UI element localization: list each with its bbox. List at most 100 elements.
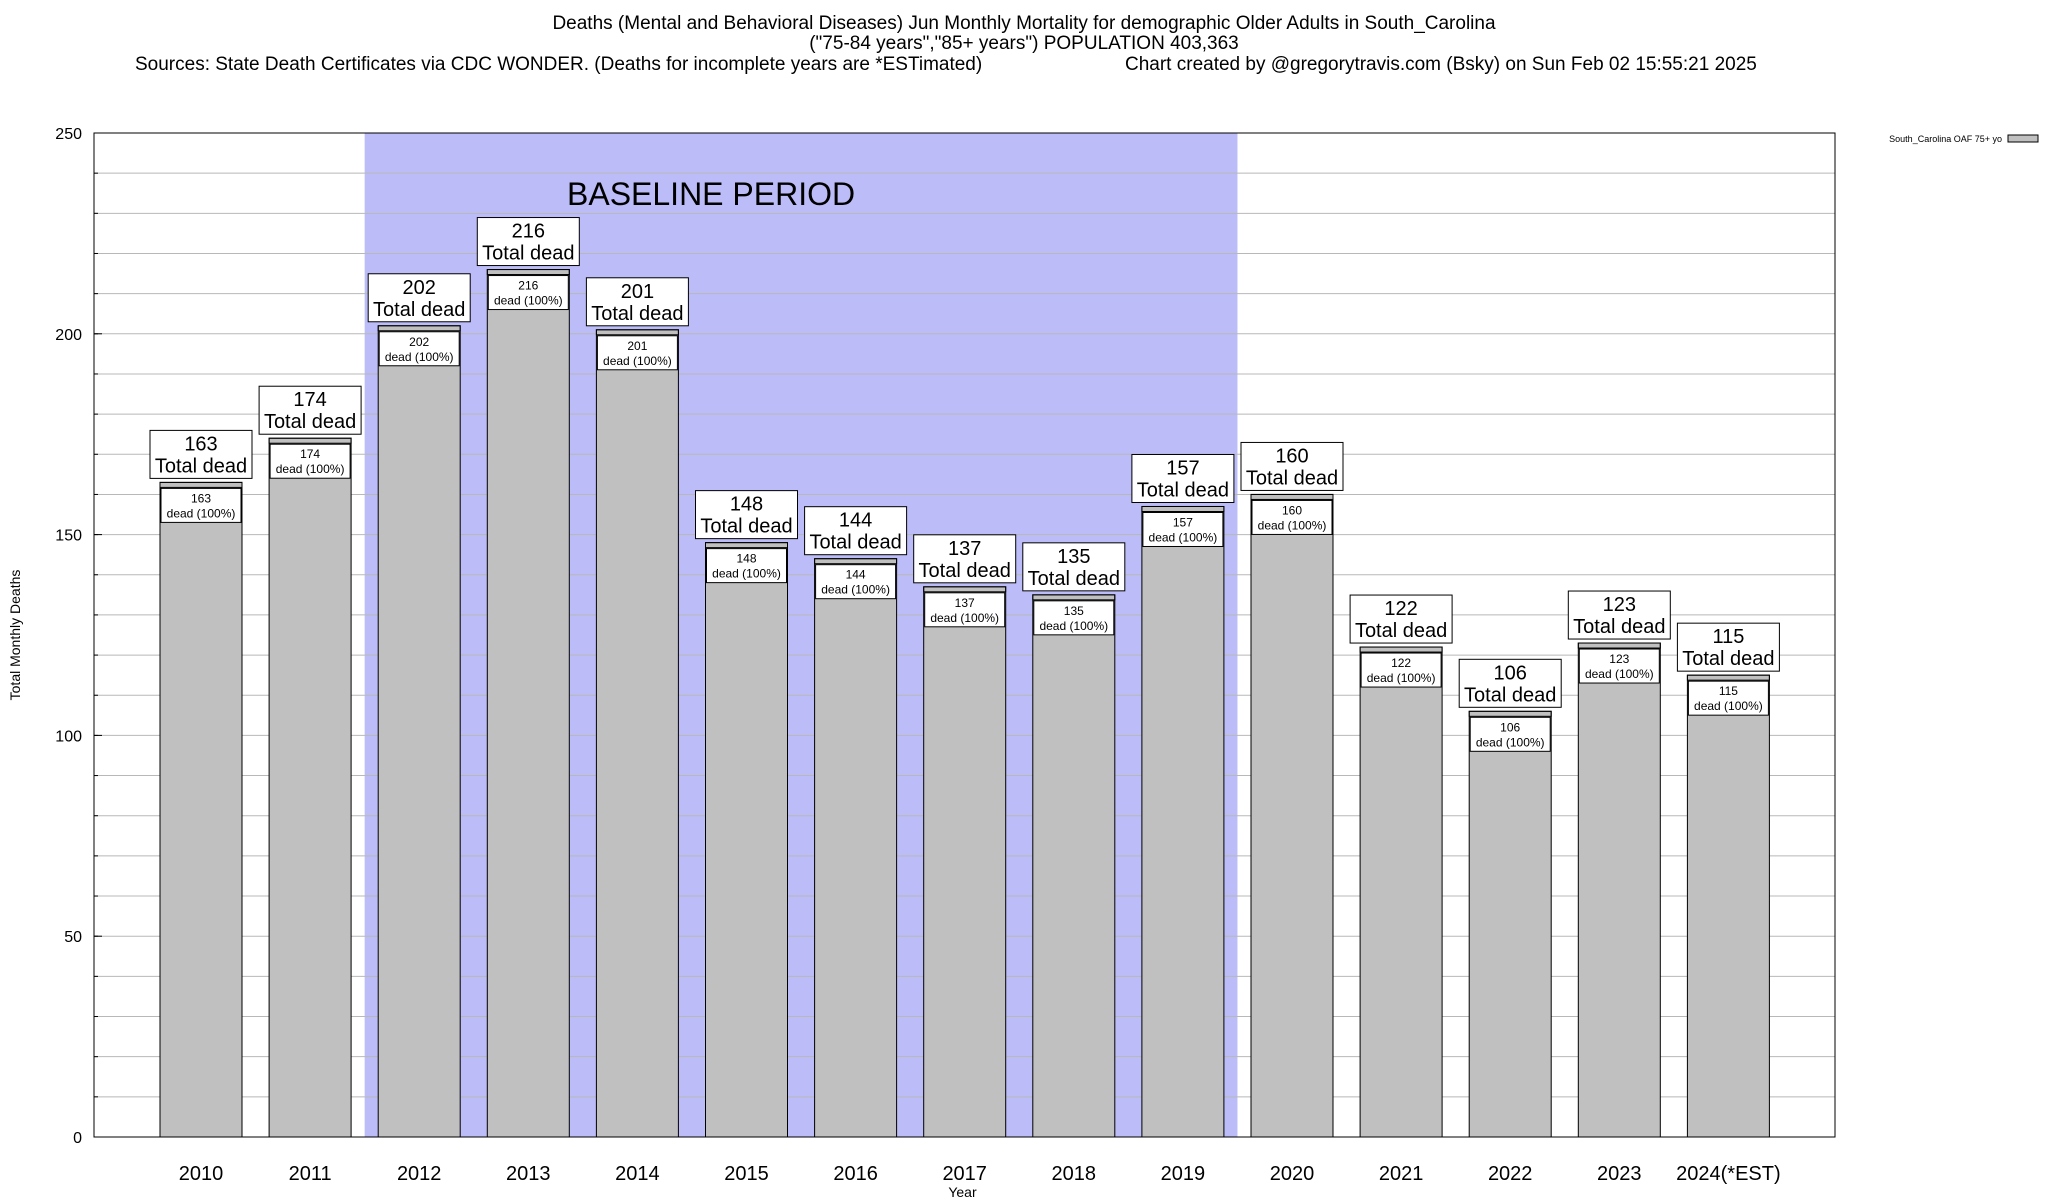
inner-label-box: [1469, 716, 1551, 752]
inner-label-box: [269, 443, 351, 479]
inner-percent-label: dead (100%): [712, 567, 781, 581]
bar: [595, 329, 679, 1138]
total-label-box: [585, 277, 689, 327]
total-dead-label: Total dead: [1355, 620, 1447, 642]
total-label-box: [1567, 590, 1671, 640]
inner-label-box: [1360, 652, 1442, 688]
bar: [268, 437, 352, 1138]
x-tick-label: 2018: [1052, 1163, 1097, 1185]
inner-percent-label: dead (100%): [167, 506, 236, 520]
x-tick-label: 2022: [1488, 1163, 1533, 1185]
total-value-label: 144: [839, 510, 872, 532]
inner-label-box: [924, 592, 1006, 628]
inner-percent-label: dead (100%): [385, 350, 454, 364]
bar-top-segment: [268, 437, 352, 444]
total-dead-label: Total dead: [373, 299, 465, 321]
inner-value-label: 174: [300, 447, 320, 461]
x-tick-label: 2016: [833, 1163, 878, 1185]
total-label-box: [913, 534, 1017, 584]
chart-subtitle: ("75-84 years","85+ years") POPULATION 4…: [809, 33, 1239, 54]
total-dead-label: Total dead: [155, 455, 247, 477]
x-axis-label: Year: [948, 1184, 977, 1200]
inner-value-label: 135: [1064, 604, 1084, 618]
bar-top-segment: [1250, 493, 1334, 500]
inner-value-label: 106: [1500, 720, 1520, 734]
x-tick-label: 2010: [179, 1163, 224, 1185]
bar-top-segment: [1577, 642, 1661, 649]
inner-percent-label: dead (100%): [1585, 667, 1654, 681]
total-value-label: 163: [184, 433, 217, 455]
inner-value-label: 201: [627, 339, 647, 353]
inner-percent-label: dead (100%): [1476, 735, 1545, 749]
inner-label-box: [596, 335, 678, 371]
x-tick-label: 2015: [724, 1163, 769, 1185]
sources-note: Sources: State Death Certificates via CD…: [135, 54, 983, 75]
total-value-label: 106: [1494, 662, 1527, 684]
y-tick-label: 150: [55, 528, 82, 545]
total-dead-label: Total dead: [264, 411, 356, 433]
inner-label-box: [1033, 600, 1115, 636]
inner-label-box: [706, 548, 787, 584]
inner-value-label: 144: [846, 568, 866, 582]
bar: [1250, 493, 1334, 1138]
credit-note: Chart created by @gregorytravis.com (Bsk…: [1125, 54, 1757, 75]
y-tick-label: 100: [55, 728, 82, 745]
inner-label-box: [378, 331, 460, 367]
inner-value-label: 122: [1391, 656, 1411, 670]
inner-label-box: [1142, 511, 1224, 547]
bar-top-segment: [1359, 646, 1443, 653]
x-tick-label: 2020: [1270, 1163, 1315, 1185]
inner-value-label: 216: [518, 279, 538, 293]
total-label-box: [1131, 453, 1235, 503]
x-tick-label: 2012: [397, 1163, 442, 1185]
y-tick-label: 50: [64, 929, 82, 946]
y-axis-label: Total Monthly Deaths: [7, 570, 23, 701]
total-value-label: 216: [512, 221, 545, 243]
total-dead-label: Total dead: [1246, 467, 1338, 489]
bar-top-segment: [923, 586, 1007, 593]
bar-top-segment: [1468, 710, 1552, 717]
total-dead-label: Total dead: [700, 516, 792, 538]
bar-top-segment: [705, 542, 788, 549]
bar-top-segment: [814, 558, 898, 565]
total-value-label: 123: [1603, 594, 1636, 616]
chart-title-block: Deaths (Mental and Behavioral Diseases) …: [0, 14, 2048, 54]
inner-label-box: [1251, 499, 1333, 535]
total-label-box: [804, 506, 908, 556]
inner-value-label: 157: [1173, 515, 1193, 529]
bar: [377, 325, 461, 1138]
total-value-label: 148: [730, 494, 763, 516]
inner-percent-label: dead (100%): [1258, 518, 1327, 532]
baseline-period-label: BASELINE PERIOD: [567, 176, 855, 212]
total-dead-label: Total dead: [1573, 616, 1665, 638]
bar: [159, 481, 243, 1138]
bar: [923, 586, 1007, 1138]
inner-percent-label: dead (100%): [1149, 530, 1218, 544]
total-label-box: [1349, 594, 1453, 644]
total-value-label: 157: [1166, 457, 1199, 479]
y-tick-label: 250: [55, 126, 82, 143]
bar-top-segment: [1141, 505, 1225, 512]
inner-percent-label: dead (100%): [494, 294, 563, 308]
total-value-label: 201: [621, 281, 654, 303]
total-label-box: [1022, 542, 1126, 592]
inner-percent-label: dead (100%): [821, 583, 890, 597]
total-label-box: [149, 429, 253, 479]
inner-value-label: 123: [1609, 652, 1629, 666]
total-value-label: 115: [1712, 626, 1744, 648]
bar-top-segment: [595, 329, 679, 336]
inner-value-label: 137: [955, 596, 975, 610]
total-dead-label: Total dead: [919, 560, 1011, 582]
total-value-label: 160: [1275, 445, 1308, 467]
plot-border: [93, 132, 1836, 1138]
bar: [1359, 646, 1443, 1138]
total-label-box: [476, 217, 580, 267]
total-label-box: [258, 385, 362, 435]
total-value-label: 202: [403, 277, 436, 299]
total-value-label: 122: [1384, 598, 1417, 620]
bar: [814, 558, 898, 1138]
x-tick-label: 2017: [942, 1163, 987, 1185]
total-value-label: 174: [293, 389, 326, 411]
x-tick-label: 2023: [1597, 1163, 1642, 1185]
